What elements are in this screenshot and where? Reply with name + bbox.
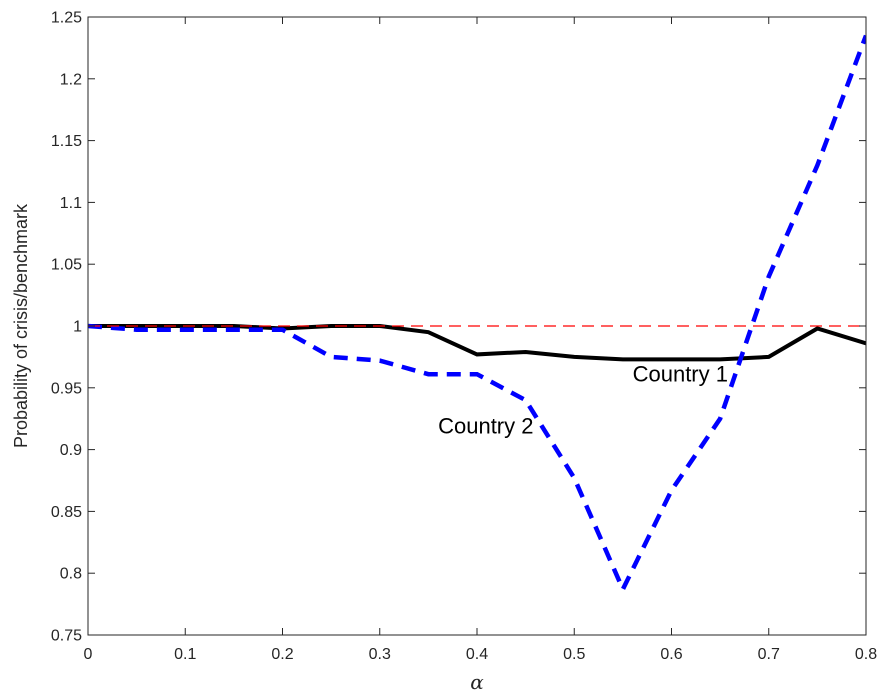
x-tick-label: 0.5 — [563, 646, 585, 663]
y-axis-title: Probability of crisis/benchmark — [11, 203, 31, 448]
x-tick-label: 0.7 — [758, 646, 780, 663]
y-tick-label: 0.9 — [60, 442, 82, 459]
x-axis-title: α — [470, 670, 484, 692]
x-tick-label: 0.8 — [855, 646, 877, 663]
x-tick-label: 0.4 — [466, 646, 488, 663]
x-tick-label: 0.3 — [369, 646, 391, 663]
y-tick-label: 0.75 — [51, 628, 82, 645]
x-tick-label: 0.2 — [271, 646, 293, 663]
y-tick-label: 1.2 — [60, 71, 82, 88]
x-tick-label: 0.1 — [174, 646, 196, 663]
annotation-label: Country 1 — [633, 362, 728, 387]
y-tick-label: 1.1 — [60, 195, 82, 212]
y-tick-label: 0.8 — [60, 566, 82, 583]
plot-area — [88, 34, 866, 595]
y-tick-label: 0.95 — [51, 380, 82, 397]
annotation-label: Country 2 — [438, 414, 533, 439]
y-tick-label: 1.25 — [51, 10, 82, 27]
x-tick-label: 0.6 — [660, 646, 682, 663]
axes: 0 0.1 0.2 0.3 0.4 0.5 0.6 0.7 0.8 0.75 0.8 0.85 0.9 0… — [51, 10, 877, 664]
y-tick-label: 1.15 — [51, 133, 82, 150]
y-tick-label: 1.05 — [51, 257, 82, 274]
x-tick-label: 0 — [84, 646, 93, 663]
chart-text: Probability of crisis/benchmark α Countr… — [11, 203, 728, 692]
series-line-2 — [88, 34, 866, 595]
y-tick-label: 0.85 — [51, 504, 82, 521]
y-tick-label: 1 — [73, 319, 82, 336]
series-line-1 — [88, 324, 866, 362]
